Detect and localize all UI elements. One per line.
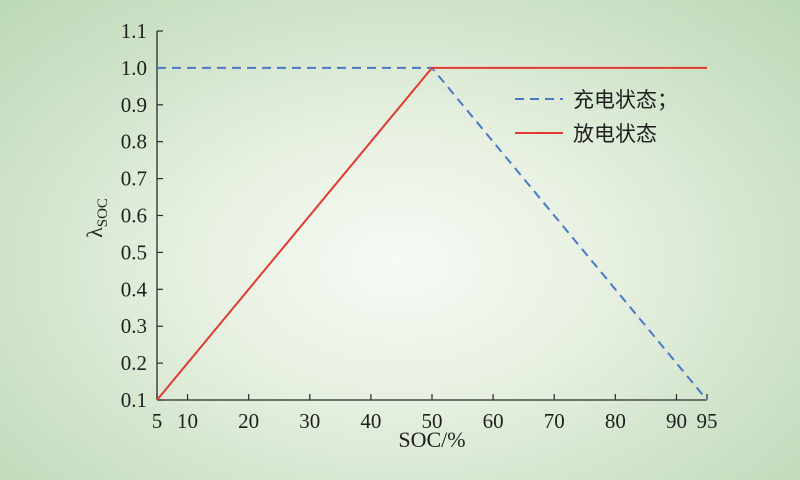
x-axis-ticks: 5 10 20 30 40 50 60 70 80 90 95: [152, 394, 718, 433]
x-tick-label: 95: [697, 409, 718, 433]
axes: [156, 31, 707, 401]
series-discharging-line: [156, 66, 707, 401]
y-tick-label: 0.8: [121, 130, 147, 154]
y-tick-label: 1.0: [121, 56, 147, 80]
y-tick-label: 0.3: [121, 314, 147, 338]
legend: 充电状态； 放电状态: [515, 88, 678, 146]
legend-label: 充电状态；: [573, 88, 678, 112]
series-charging-line: [157, 66, 708, 401]
y-tick-label: 0.5: [121, 240, 147, 264]
y-tick-label: 0.4: [121, 277, 148, 301]
x-tick-label: 60: [483, 409, 504, 433]
y-tick-label: 0.2: [121, 351, 147, 375]
y-axis-title-subscript: SOC: [95, 198, 111, 227]
x-tick-label: 70: [544, 409, 565, 433]
x-tick-label: 50: [422, 409, 443, 433]
y-axis-title: λSOC: [82, 198, 111, 238]
y-tick-label: 0.1: [121, 388, 147, 412]
y-tick-label: 1.1: [121, 19, 147, 43]
x-tick-label: 80: [605, 409, 626, 433]
x-tick-label: 40: [360, 409, 381, 433]
y-axis-ticks: 0.1 0.2 0.3 0.4 0.5 0.6 0.7 0.8 0.9 1.0 1.1: [121, 19, 163, 412]
y-tick-label: 0.7: [121, 167, 147, 191]
x-axis-title: SOC/%: [398, 427, 465, 452]
x-tick-label: 20: [238, 409, 259, 433]
y-tick-label: 0.6: [121, 204, 147, 228]
y-tick-label: 0.9: [121, 93, 147, 117]
x-tick-label: 5: [152, 409, 163, 433]
legend-label: 放电状态: [573, 122, 657, 146]
x-tick-label: 10: [177, 409, 198, 433]
y-axis-title-symbol: λ: [82, 227, 107, 238]
x-tick-label: 30: [299, 409, 320, 433]
x-tick-label: 90: [666, 409, 687, 433]
series-layer: [156, 66, 708, 401]
